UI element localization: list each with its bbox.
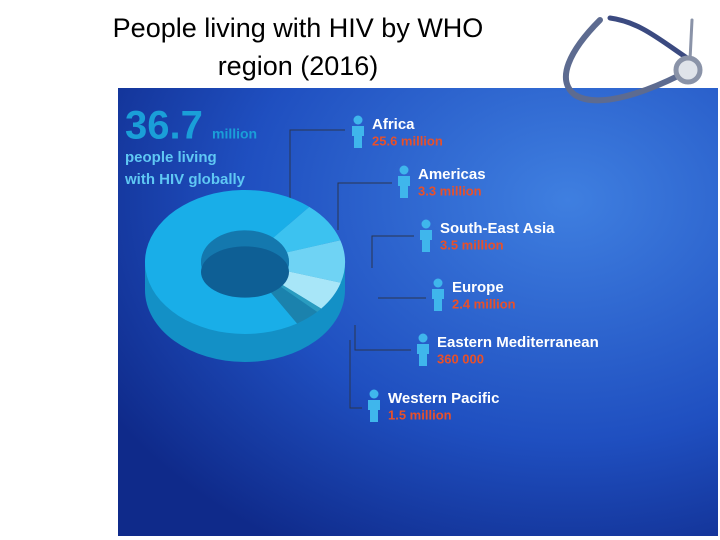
- person-icon: [398, 176, 410, 198]
- region-value: 2.4 million: [452, 296, 516, 311]
- chart-title-line1: People living with HIV by WHO: [113, 13, 484, 43]
- region-value: 25.6 million: [372, 133, 443, 148]
- headline-unit: million: [212, 126, 257, 142]
- donut-slice: [145, 190, 310, 335]
- region-value: 1.5 million: [388, 407, 452, 422]
- person-icon: [432, 289, 444, 311]
- region-name: South-East Asia: [440, 220, 555, 237]
- region-name: Eastern Mediterranean: [437, 334, 599, 351]
- connectors: [289, 129, 426, 409]
- region-name: Africa: [372, 116, 415, 133]
- person-icon: [353, 115, 363, 125]
- person-icon: [399, 165, 409, 175]
- donut-slice: [278, 271, 341, 309]
- donut-slice: [273, 206, 341, 253]
- region-value: 360 000: [437, 351, 484, 366]
- person-icon: [418, 333, 428, 343]
- person-icon: [420, 230, 432, 252]
- person-icon: [433, 278, 443, 288]
- region-name: Western Pacific: [388, 390, 499, 407]
- person-icon: [369, 389, 379, 399]
- region-value: 3.3 million: [418, 183, 482, 198]
- region-name: Americas: [418, 166, 486, 183]
- donut-slice: [276, 282, 322, 312]
- donut-slice: [286, 240, 345, 283]
- chart-title-line2: region (2016): [218, 51, 379, 81]
- stethoscope: [563, 15, 703, 104]
- headline-line: with HIV globally: [124, 171, 246, 188]
- person-icon: [352, 126, 364, 148]
- headline-value: 36.7: [125, 104, 203, 148]
- person-icon: [368, 400, 380, 422]
- region-value: 3.5 million: [440, 237, 504, 252]
- donut-hole: [201, 246, 289, 298]
- person-icon: [421, 219, 431, 229]
- headline-line: people living: [125, 149, 217, 166]
- donut-slice: [267, 283, 318, 324]
- person-icon: [417, 344, 429, 366]
- region-name: Europe: [452, 279, 504, 296]
